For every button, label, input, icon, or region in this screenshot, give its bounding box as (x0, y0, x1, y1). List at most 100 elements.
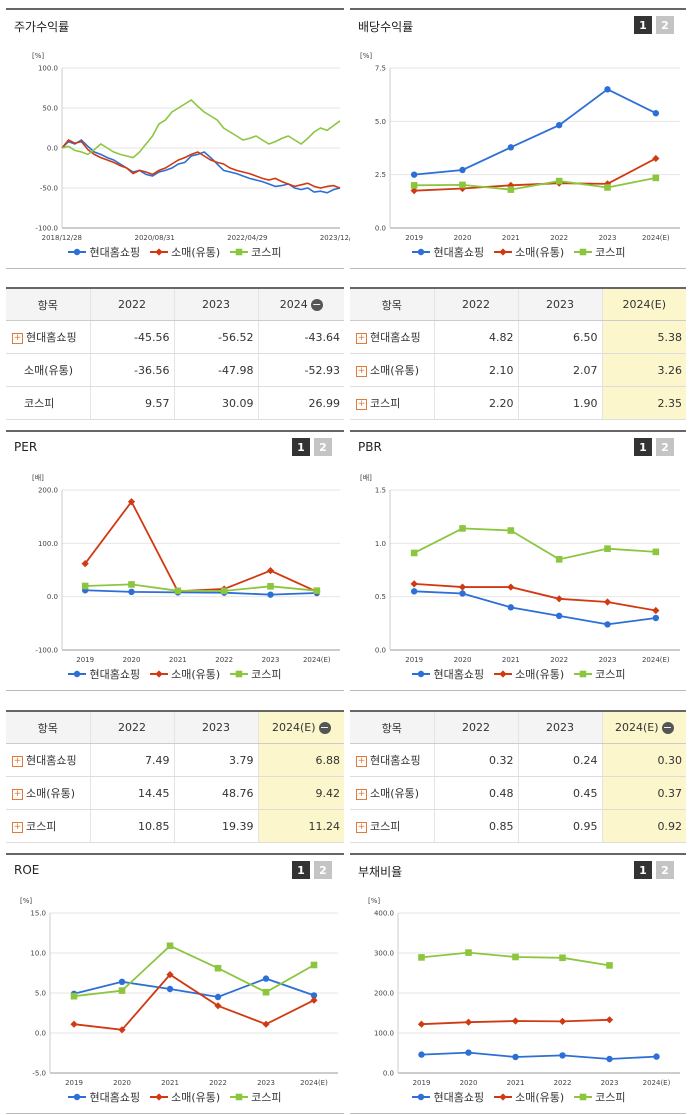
collapse-icon[interactable]: − (661, 721, 674, 734)
col-header-estimate: 2024(E) − (257, 710, 344, 744)
y-tick-label: 10.0 (30, 950, 46, 958)
cell: -36.56 (89, 353, 174, 387)
cell: 9.57 (89, 386, 174, 420)
series-line (85, 583, 317, 592)
legend-marker (499, 670, 507, 678)
legend-item: 현대홈쇼핑 (68, 1089, 140, 1105)
data-point (267, 591, 274, 598)
expand-icon[interactable]: + (356, 755, 367, 767)
legend-item: 현대홈쇼핑 (412, 666, 484, 682)
x-tick-label: 2021 (169, 656, 187, 664)
legend-marker (74, 1093, 81, 1101)
data-point (118, 987, 126, 994)
y-tick-label: 1.0 (375, 540, 386, 548)
cell: 0.95 (517, 809, 602, 843)
table-row: + 코스피 2.20 1.90 2.35 (350, 386, 686, 420)
col-header: 항목 (6, 287, 90, 321)
series-line (84, 500, 318, 593)
row-label: 코스피 (370, 820, 401, 833)
legend-label: 소매(유통) (171, 668, 221, 681)
data-point (606, 1055, 613, 1063)
series-line (73, 944, 315, 998)
cell: 0.37 (601, 776, 686, 810)
tab-2[interactable]: 2 (656, 861, 674, 879)
expand-icon[interactable]: + (356, 821, 367, 833)
x-tick-label: 2022 (209, 1079, 227, 1087)
y-tick-label: 0.0 (47, 593, 58, 601)
data-point (310, 996, 318, 1004)
x-tick-label: 2022 (550, 656, 568, 664)
data-point (128, 581, 135, 588)
tab-1[interactable]: 1 (292, 438, 310, 456)
expand-icon[interactable]: + (12, 332, 23, 344)
legend-label: 코스피 (595, 1091, 626, 1104)
cell: 26.99 (257, 386, 344, 420)
data-point (555, 177, 563, 185)
x-tick-label: 2023 (599, 656, 617, 664)
legend-marker (418, 248, 425, 256)
y-tick-label: 5.0 (375, 118, 386, 126)
legend-swatch (68, 1093, 87, 1101)
data-point (310, 992, 318, 999)
x-tick-label: 2019 (405, 234, 423, 242)
data-point (410, 549, 418, 557)
data-point (128, 588, 135, 596)
dividend-chart-panel: 배당수익률 1 2 [%] 7.5 5.0 2.5 0.0 2019 2020 2021 202… (350, 8, 686, 269)
row-label: 현대홈쇼핑 (26, 331, 77, 344)
tab-2[interactable]: 2 (656, 16, 674, 34)
row-label: 소매(유통) (370, 787, 420, 800)
col-header: 2023 (173, 710, 258, 744)
x-tick-label: 2020 (454, 234, 472, 242)
y-tick-label: 50.0 (42, 105, 58, 113)
data-point (555, 121, 563, 129)
legend-label: 소매(유통) (171, 1091, 221, 1104)
legend-marker (579, 248, 587, 256)
expand-icon[interactable]: + (356, 365, 367, 377)
y-tick-label: 400.0 (374, 910, 394, 918)
tab-2[interactable]: 2 (314, 861, 332, 879)
data-point (410, 171, 418, 178)
tab-1[interactable]: 1 (634, 438, 652, 456)
table-row: 코스피 9.57 30.09 26.99 (6, 386, 344, 420)
data-point (507, 583, 515, 591)
legend-item: 코스피 (230, 666, 282, 682)
cell: 0.48 (433, 776, 518, 810)
data-point (313, 587, 321, 594)
tab-1[interactable]: 1 (634, 16, 652, 34)
row-label: 코스피 (26, 820, 57, 833)
cell: 4.82 (433, 320, 518, 354)
expand-icon[interactable]: + (356, 788, 367, 800)
expand-icon[interactable]: + (12, 788, 23, 800)
expand-icon[interactable]: + (12, 755, 23, 767)
row-label: 현대홈쇼핑 (370, 331, 421, 344)
cell: 2.35 (601, 386, 686, 420)
expand-icon[interactable]: + (356, 398, 367, 410)
row-label: 소매(유통) (26, 787, 76, 800)
data-point (605, 1016, 614, 1024)
x-tick-label: 2019 (65, 1079, 83, 1087)
tab-1[interactable]: 1 (634, 861, 652, 879)
collapse-icon[interactable]: − (310, 298, 323, 311)
legend-swatch (494, 1093, 513, 1101)
cell: 2.07 (517, 353, 602, 387)
chart-title: 부채비율 (358, 865, 403, 879)
data-point (511, 1017, 520, 1025)
chart-tabs: 1 2 (634, 438, 674, 456)
chart-title: 배당수익률 (358, 20, 414, 34)
table-row: + 코스피 10.85 19.39 11.24 (6, 809, 344, 843)
expand-icon[interactable]: + (12, 821, 23, 833)
collapse-icon[interactable]: − (318, 721, 331, 734)
table-row: + 소매(유통) 14.45 48.76 9.42 (6, 776, 344, 810)
tab-2[interactable]: 2 (314, 438, 332, 456)
legend: 현대홈쇼핑 소매(유통) 코스피 (350, 666, 688, 682)
tab-1[interactable]: 1 (292, 861, 310, 879)
expand-icon[interactable]: + (356, 332, 367, 344)
x-tick-label: 2018/12/28 (42, 234, 82, 242)
cell: 10.85 (89, 809, 174, 843)
x-tick-label: 2023 (262, 656, 280, 664)
cell: 0.32 (433, 743, 518, 777)
data-point (512, 1053, 519, 1061)
cell: 19.39 (173, 809, 258, 843)
tab-2[interactable]: 2 (656, 438, 674, 456)
